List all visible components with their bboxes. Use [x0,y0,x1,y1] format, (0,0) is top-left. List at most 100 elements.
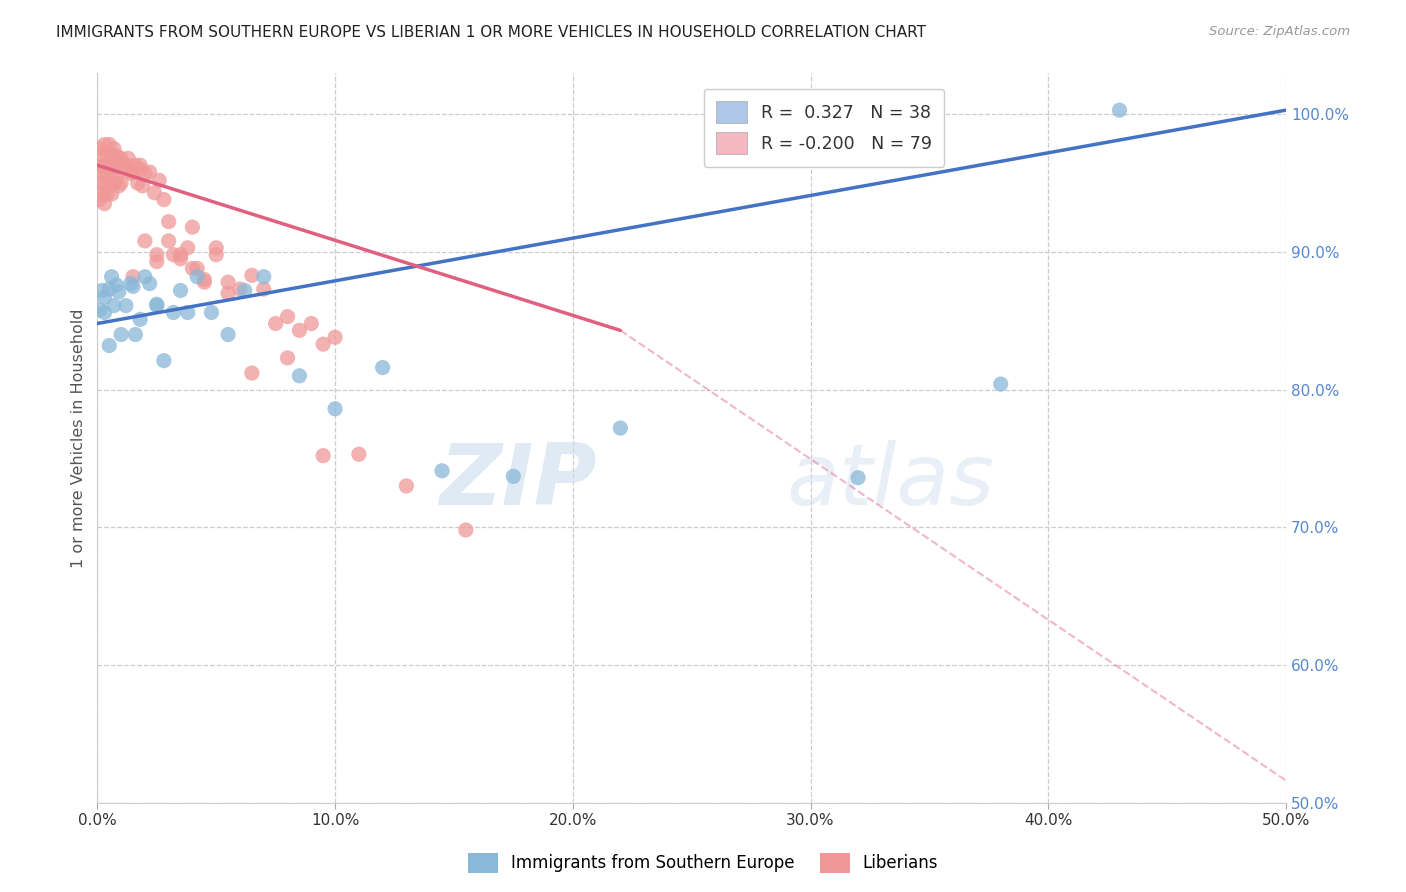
Point [105,148,128,162]
Point [186,269,208,284]
Point [143,186,166,200]
Point [98,137,121,152]
Point [96,148,118,162]
Point [93,305,115,319]
Legend: Immigrants from Southern Europe, Liberians: Immigrants from Southern Europe, Liberia… [461,847,945,880]
Point [146,254,169,268]
Point [98,158,121,172]
Text: ZIP: ZIP [439,440,596,523]
Point [105,172,128,186]
Point [103,176,125,190]
Point [96,187,118,202]
Point [110,176,132,190]
Point [312,337,335,351]
Point [323,330,346,344]
Point [157,214,180,228]
Point [98,178,121,193]
Point [107,285,129,299]
Point [240,268,263,283]
Point [217,327,239,342]
Point [91,166,114,180]
Point [93,178,115,193]
Legend: R =  0.327   N = 38, R = -0.200   N = 79: R = 0.327 N = 38, R = -0.200 N = 79 [704,89,945,167]
Point [181,261,204,276]
Point [371,360,394,375]
Point [122,165,145,179]
Point [124,158,146,172]
Point [146,297,169,311]
Point [229,282,252,296]
Point [288,323,311,337]
Point [288,368,311,383]
Point [200,305,222,319]
Point [103,142,125,156]
Point [115,299,138,313]
Point [110,327,132,342]
Point [609,421,631,435]
Point [129,162,152,177]
Point [98,338,121,352]
Point [217,286,239,301]
Point [107,155,129,169]
Point [115,158,138,172]
Point [100,148,122,162]
Point [990,377,1012,392]
Point [134,166,156,180]
Point [430,464,453,478]
Point [93,137,115,152]
Point [240,366,263,380]
Text: atlas: atlas [787,440,994,523]
Point [454,523,477,537]
Point [395,479,418,493]
Point [89,302,111,317]
Point [146,299,169,313]
Point [253,282,276,296]
Point [153,193,176,207]
Point [162,248,184,262]
Point [146,248,169,262]
Point [107,178,129,193]
Point [134,269,156,284]
Point [277,351,299,365]
Point [169,284,191,298]
Point [205,241,228,255]
Y-axis label: 1 or more Vehicles in Household: 1 or more Vehicles in Household [72,308,86,567]
Point [148,173,170,187]
Point [176,305,198,319]
Point [127,176,149,190]
Point [138,277,160,291]
Text: IMMIGRANTS FROM SOUTHERN EUROPE VS LIBERIAN 1 OR MORE VEHICLES IN HOUSEHOLD CORR: IMMIGRANTS FROM SOUTHERN EUROPE VS LIBER… [56,25,927,40]
Point [299,317,322,331]
Point [157,234,180,248]
Point [110,151,132,165]
Point [98,282,121,296]
Point [131,178,153,193]
Point [100,269,122,284]
Point [138,165,160,179]
Point [96,166,118,180]
Point [217,275,239,289]
Point [91,187,114,202]
Point [193,272,215,286]
Point [162,305,184,319]
Point [264,317,287,331]
Point [120,277,142,291]
Point [129,312,152,326]
Point [846,471,869,485]
Point [124,327,146,342]
Text: Source: ZipAtlas.com: Source: ZipAtlas.com [1209,25,1350,38]
Point [103,158,125,172]
Point [277,310,299,324]
Point [115,158,138,172]
Point [89,176,111,190]
Point [169,248,191,262]
Point [253,269,276,284]
Point [91,148,114,162]
Point [93,196,115,211]
Point [347,447,370,461]
Point [103,299,125,313]
Point [193,275,215,289]
Point [112,160,135,174]
Point [89,160,111,174]
Point [100,187,122,202]
